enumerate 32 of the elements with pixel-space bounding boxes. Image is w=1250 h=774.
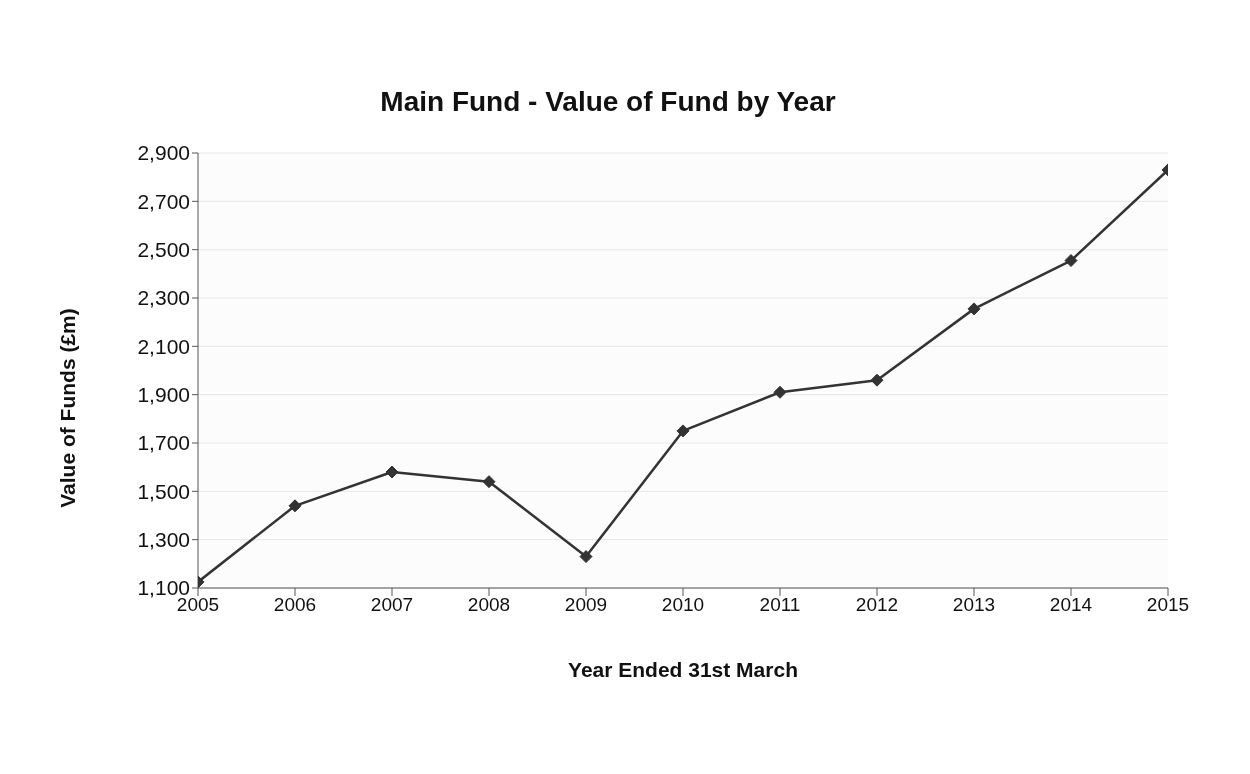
x-tick-label: 2007 (370, 594, 414, 616)
x-tick-label: 2013 (952, 594, 996, 616)
point (579, 550, 593, 564)
point (967, 302, 981, 316)
y-tick-label: 2,500 (137, 238, 190, 262)
x-tick-label: 2014 (1049, 594, 1093, 616)
point (1064, 254, 1078, 268)
y-tick-label: 1,300 (137, 528, 190, 552)
x-tick-label: 2010 (661, 594, 705, 616)
y-tick-label: 1,700 (137, 431, 190, 455)
y-tick-label: 2,300 (137, 286, 190, 310)
x-axis-title: Year Ended 31st March (567, 658, 799, 682)
y-tick-label: 2,700 (137, 189, 190, 213)
x-tick-label: 2005 (176, 594, 220, 616)
point (870, 373, 884, 387)
y-axis-title: Value of Funds (£m) (56, 308, 80, 508)
y-tick-label: 2,100 (137, 334, 190, 358)
x-tick-label: 2011 (759, 594, 801, 616)
point (385, 465, 399, 479)
y-tick-label: 1,900 (137, 383, 190, 407)
y-tick-label: 2,900 (137, 141, 190, 165)
x-tick-label: 2009 (564, 594, 608, 616)
y-tick-label: 1,500 (137, 479, 190, 503)
point (482, 475, 496, 489)
x-tick-label: 2006 (273, 594, 317, 616)
x-tick-label: 2015 (1146, 594, 1190, 616)
point (288, 499, 302, 513)
point (773, 385, 787, 399)
x-tick-label: 2012 (855, 594, 899, 616)
x-tick-label: 2008 (467, 594, 511, 616)
point (676, 424, 690, 438)
chart-title: Main Fund - Value of Fund by Year (379, 86, 837, 118)
